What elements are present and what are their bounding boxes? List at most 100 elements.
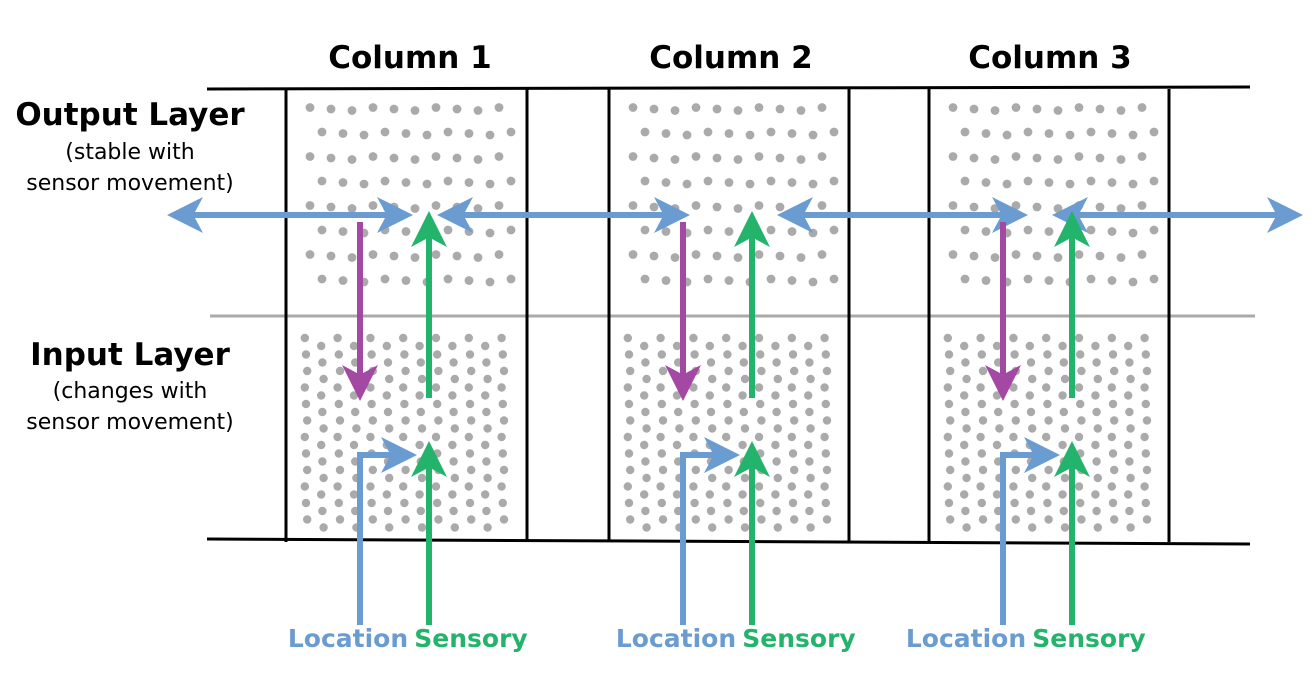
output-neuron-dot: [1095, 251, 1105, 261]
output-neuron-dot: [649, 153, 659, 163]
input-neuron-dot: [757, 465, 766, 475]
output-neuron-dot: [326, 251, 336, 261]
input-neuron-dot: [1107, 333, 1117, 343]
input-neuron-dot: [821, 498, 830, 508]
input-neuron-dot: [691, 465, 700, 475]
output-neuron-dot: [431, 250, 441, 259]
output-neuron-dot: [1011, 103, 1021, 112]
output-neuron-dot: [754, 250, 764, 259]
output-neuron-dot: [670, 155, 680, 164]
input-neuron-dot: [465, 449, 475, 458]
output-neuron-dot: [1086, 274, 1096, 284]
output-neuron-dot: [829, 127, 839, 137]
input-neuron-dot: [788, 399, 798, 409]
input-neuron-dot: [483, 473, 492, 483]
input-neuron-dot: [399, 482, 408, 491]
output-neuron-dot: [960, 176, 970, 186]
input-neuron-dot: [1026, 457, 1036, 466]
output-neuron-dot: [712, 153, 722, 163]
input-neuron-dot: [431, 432, 441, 442]
output-neuron-dot: [754, 152, 764, 161]
input-neuron-dot: [739, 457, 748, 466]
input-neuron-dot: [706, 506, 716, 516]
input-neuron-dot: [773, 424, 782, 433]
input-neuron-dot: [464, 383, 473, 392]
output-neuron-dot: [1074, 201, 1084, 210]
input-neuron-dot: [706, 358, 716, 367]
input-neuron-dot: [303, 515, 312, 524]
input-neuron-dot: [961, 457, 970, 466]
input-neuron-dot: [977, 399, 986, 409]
input-neuron-dot: [771, 391, 780, 400]
output-neuron-dot: [775, 153, 785, 163]
output-neuron-dot: [1086, 225, 1096, 235]
output-neuron-dot: [1116, 204, 1126, 213]
output-neuron-dot: [733, 253, 743, 262]
input-neuron-dot: [1091, 341, 1100, 351]
input-neuron-dot: [624, 449, 634, 458]
input-neuron-dot: [382, 490, 391, 499]
output-neuron-dot: [1065, 130, 1075, 140]
input-neuron-dot: [1011, 366, 1020, 376]
input-neuron-dot: [724, 416, 733, 425]
output-neuron-dot: [506, 225, 516, 235]
column-3-location-input-arrow: [1000, 437, 1060, 625]
output-neuron-dot: [640, 176, 650, 186]
input-neuron-dot: [1025, 341, 1035, 351]
input-neuron-dot: [498, 449, 507, 458]
input-neuron-dot: [1077, 366, 1086, 376]
output-neuron-dot: [1128, 179, 1138, 189]
input-neuron-dot: [806, 473, 815, 483]
input-neuron-dot: [642, 473, 651, 483]
output-neuron-dot: [389, 202, 399, 212]
column-3-location-label: Location: [906, 624, 1026, 653]
input-neuron-dot: [382, 341, 391, 351]
output-neuron-dot: [948, 152, 958, 161]
input-neuron-dot: [738, 391, 747, 400]
output-neuron-dot: [1023, 274, 1033, 284]
input-neuron-dot: [303, 465, 312, 475]
input-neuron-dot: [691, 416, 700, 425]
input-neuron-dot: [641, 407, 650, 417]
output-neuron-dot: [670, 253, 680, 262]
input-neuron-dot: [1042, 432, 1051, 442]
input-neuron-dot: [433, 399, 442, 409]
input-neuron-dot: [351, 407, 360, 417]
input-neuron-dot: [1042, 383, 1051, 392]
output-neuron-dot: [359, 179, 369, 189]
input-neuron-dot: [1026, 506, 1036, 516]
column-2-location-input-arrow: [680, 437, 740, 625]
input-neuron-dot: [1009, 383, 1018, 392]
output-neuron-dot: [670, 106, 680, 115]
input-neuron-dot: [771, 490, 780, 499]
input-neuron-dot: [433, 449, 442, 458]
output-neuron-dot: [712, 202, 722, 212]
output-neuron-dot: [1086, 127, 1096, 137]
input-neuron-dot: [1092, 457, 1101, 466]
output-neuron-dot: [380, 176, 390, 186]
input-neuron-dot: [658, 515, 668, 524]
input-neuron-dot: [1110, 465, 1119, 475]
output-neuron-dot: [1032, 104, 1042, 114]
output-neuron-dot: [347, 253, 357, 262]
input-neuron-dot: [820, 333, 829, 343]
input-neuron-dot: [738, 440, 747, 450]
input-neuron-dot: [385, 424, 394, 433]
input-neuron-dot: [303, 416, 312, 425]
input-neuron-dot: [943, 482, 952, 491]
input-neuron-dot: [978, 515, 988, 524]
output-neuron-dot: [1149, 127, 1159, 137]
input-neuron-dot: [960, 391, 969, 400]
output-neuron-dot: [317, 127, 327, 137]
input-neuron-dot: [399, 333, 408, 343]
output-neuron-dot: [787, 227, 797, 236]
input-neuron-dot: [335, 465, 345, 475]
output-neuron-dot: [640, 127, 650, 137]
input-neuron-dot: [383, 358, 393, 367]
input-neuron-dot: [467, 465, 476, 475]
input-neuron-dot: [464, 482, 473, 491]
output-neuron-dot: [1044, 227, 1054, 236]
input-neuron-dot: [689, 383, 698, 392]
input-neuron-dot: [450, 523, 459, 532]
output-neuron-dot: [380, 225, 390, 235]
